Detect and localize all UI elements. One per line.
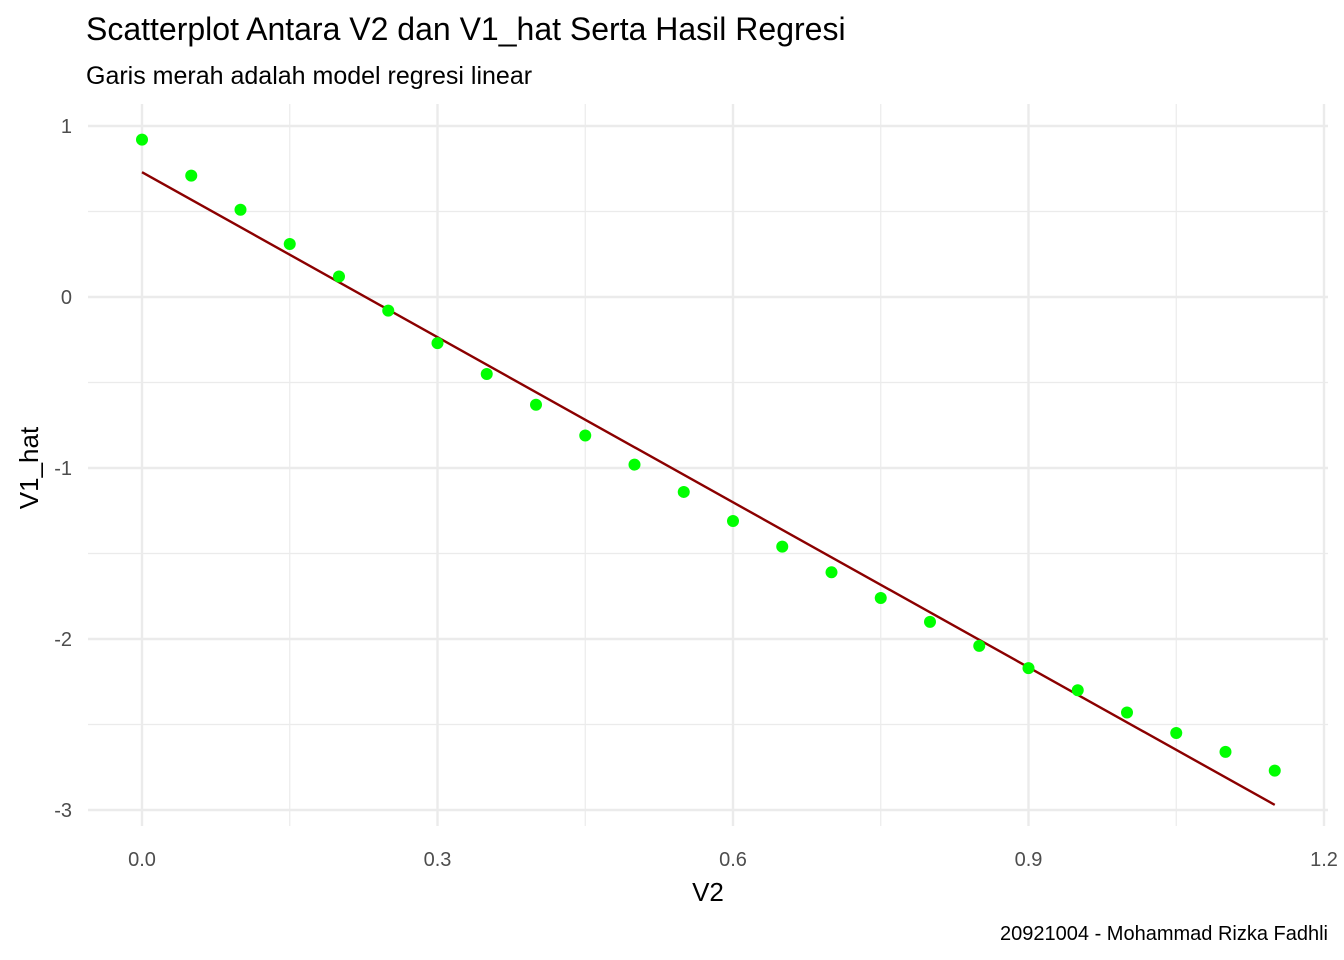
regression-layer [141, 171, 1276, 806]
scatter-point [1219, 745, 1232, 758]
scatter-point [480, 367, 493, 380]
scatter-point [234, 203, 247, 216]
regression-line [141, 171, 1276, 806]
scatter-point [924, 615, 936, 628]
scatter-point [874, 591, 887, 604]
y-axis-tick-labels: -3 -2 -1 0 1 [54, 116, 72, 822]
major-gridlines [88, 104, 1328, 826]
x-axis-tick-labels: 0.0 0.3 0.6 0.9 1.2 [128, 849, 1338, 871]
scatter-point [628, 458, 641, 471]
scatter-point [677, 485, 690, 498]
scatter-point [333, 270, 345, 283]
scatter-point [1170, 727, 1183, 740]
scatter-point [825, 566, 838, 579]
x-tick-label: 0.3 [424, 849, 452, 871]
y-axis-title: V1_hat [14, 426, 44, 509]
chart-caption: 20921004 - Mohammad Rizka Fadhli [1000, 923, 1328, 945]
scatter-point [973, 639, 986, 652]
scatter-point [382, 304, 395, 317]
y-tick-label: -3 [54, 800, 72, 822]
chart-title: Scatterplot Antara V2 dan V1_hat Serta H… [86, 11, 846, 47]
scatter-point [727, 515, 739, 528]
chart-subtitle: Garis merah adalah model regresi linear [86, 62, 532, 90]
y-tick-label: -1 [54, 458, 72, 480]
scatter-point [776, 540, 789, 553]
y-tick-label: -2 [54, 629, 72, 651]
scatter-point [1071, 684, 1084, 697]
y-tick-label: 1 [61, 116, 72, 138]
x-tick-label: 0.0 [128, 849, 156, 871]
scatter-point [283, 237, 296, 250]
scatter-point [579, 429, 592, 442]
scatter-point [431, 337, 444, 350]
scatter-point [185, 169, 198, 182]
x-tick-label: 0.6 [719, 849, 747, 871]
x-axis-title: V2 [692, 877, 724, 907]
y-tick-label: 0 [61, 287, 72, 309]
x-tick-label: 0.9 [1015, 849, 1043, 871]
x-tick-label: 1.2 [1310, 849, 1338, 871]
scatter-point [1022, 662, 1035, 675]
scatter-point [530, 398, 542, 411]
minor-gridlines [88, 104, 1328, 826]
scatter-points [136, 133, 1281, 777]
scatter-point [1121, 706, 1133, 719]
scatter-point [136, 133, 148, 146]
scatter-point [1268, 764, 1281, 777]
